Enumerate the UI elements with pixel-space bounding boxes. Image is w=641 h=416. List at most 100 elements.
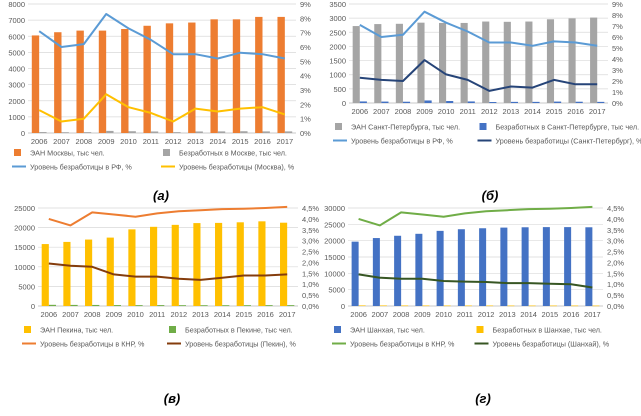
x-tick-label: 2015 <box>235 310 252 319</box>
legend-entry: Безработных в Пекине, тыс чел. <box>185 326 293 335</box>
legend-entry: Уровень безработицы в РФ, % <box>30 163 132 172</box>
y-tick-label: 1000 <box>8 113 25 122</box>
y-tick-label: 5000 <box>8 48 25 57</box>
bar <box>585 227 592 306</box>
bar <box>403 102 410 103</box>
x-tick-label: 2008 <box>395 107 412 116</box>
x-tick-label: 2008 <box>84 310 101 319</box>
bar <box>458 229 465 306</box>
y2-tick-label: 1,0% <box>302 280 319 289</box>
y-tick-label: 5000 <box>18 282 35 291</box>
y-tick-label: 2000 <box>329 42 346 51</box>
x-tick-label: 2009 <box>98 137 115 146</box>
x-tick-label: 2015 <box>232 137 249 146</box>
legend-swatch <box>335 123 342 130</box>
legend-entry: ЭАН Москвы, тыс чел. <box>30 149 105 158</box>
y2-tick-label: 5% <box>300 57 311 66</box>
legend-entry: Уровень безработицы в КНР, % <box>350 340 455 349</box>
y2-tick-label: 3,0% <box>302 237 319 246</box>
y-tick-label: 20000 <box>14 224 35 233</box>
bar <box>201 305 208 306</box>
bar <box>597 102 604 103</box>
y-tick-label: 1000 <box>329 71 346 80</box>
legend-swatch <box>14 149 21 156</box>
bar <box>151 131 158 133</box>
bar <box>63 242 70 306</box>
bar <box>121 29 128 133</box>
x-tick-label: 2006 <box>351 107 368 116</box>
x-tick-label: 2011 <box>149 310 165 319</box>
bar <box>157 305 164 306</box>
legend-swatch <box>24 326 31 333</box>
chart-panel-g: 0500010000150002000025000300000,0%0,5%1,… <box>324 204 624 406</box>
x-tick-label: 2006 <box>40 310 57 319</box>
y2-tick-label: 6% <box>300 43 311 52</box>
bar <box>285 131 292 133</box>
chart-panel-v: 05000100001500020000250000,0%0,5%1,0%1,5… <box>14 204 319 406</box>
bar <box>42 244 49 306</box>
x-tick-label: 2009 <box>416 107 433 116</box>
x-tick-label: 2014 <box>214 310 231 319</box>
y2-tick-label: 2,0% <box>302 258 319 267</box>
legend-entry: Уровень безработицы (Шанхай), % <box>493 340 610 349</box>
bar <box>576 102 583 103</box>
x-tick-label: 2015 <box>542 310 559 319</box>
bar <box>76 31 83 133</box>
bar <box>84 132 91 133</box>
bar <box>592 306 599 307</box>
bar <box>106 131 113 133</box>
bar <box>437 231 444 306</box>
y-tick-label: 500 <box>333 85 346 94</box>
y-tick-label: 5000 <box>328 286 345 295</box>
y-tick-label: 2000 <box>8 97 25 106</box>
y2-tick-label: 0,0% <box>607 302 624 311</box>
chart-panel-b: 05001000150020002500300035000%1%2%3%4%5%… <box>329 0 641 203</box>
bar <box>266 305 273 306</box>
bar <box>85 240 92 306</box>
x-tick-label: 2010 <box>120 137 137 146</box>
x-tick-label: 2014 <box>209 137 226 146</box>
legend-entry: Безработных в Санкт-Петербурге, тыс чел. <box>496 123 640 132</box>
x-tick-label: 2009 <box>105 310 122 319</box>
bar <box>444 306 451 307</box>
legend-swatch <box>169 326 176 333</box>
bar <box>287 305 294 306</box>
legend-swatch <box>477 326 484 333</box>
x-tick-label: 2016 <box>254 137 271 146</box>
bar <box>39 132 46 133</box>
y-tick-label: 25000 <box>14 204 35 213</box>
x-tick-label: 2008 <box>393 310 410 319</box>
bar <box>71 305 78 306</box>
bar <box>258 221 265 306</box>
bar <box>532 102 539 103</box>
bar <box>525 22 532 103</box>
y2-tick-label: 0% <box>300 129 311 138</box>
series-line <box>49 264 287 280</box>
x-tick-label: 2012 <box>170 310 187 319</box>
y-tick-label: 30000 <box>324 204 345 213</box>
y2-tick-label: 0,5% <box>607 291 624 300</box>
y2-tick-label: 4,5% <box>607 204 624 213</box>
bar <box>172 225 179 306</box>
legend-entry: ЭАН Санкт-Петербурга, тыс чел. <box>351 123 460 132</box>
x-tick-label: 2007 <box>62 310 79 319</box>
bar <box>255 17 262 133</box>
bar <box>62 132 69 133</box>
x-tick-label: 2013 <box>503 107 520 116</box>
x-tick-label: 2013 <box>192 310 209 319</box>
legend-entry: Уровень безработицы (Санкт-Петербург), % <box>496 137 641 146</box>
y-tick-label: 15000 <box>324 253 345 262</box>
y2-tick-label: 4% <box>300 72 311 81</box>
bar <box>353 26 360 103</box>
y2-tick-label: 2,5% <box>302 248 319 257</box>
bar <box>193 223 200 306</box>
bar <box>479 228 486 306</box>
bar <box>461 23 468 103</box>
y2-tick-label: 1,5% <box>607 269 624 278</box>
bar <box>569 18 576 103</box>
chart-panel-a: 0100020003000400050006000700080000%1%2%3… <box>8 0 311 203</box>
x-tick-label: 2016 <box>567 107 584 116</box>
bar <box>564 227 571 306</box>
x-tick-label: 2017 <box>584 310 601 319</box>
